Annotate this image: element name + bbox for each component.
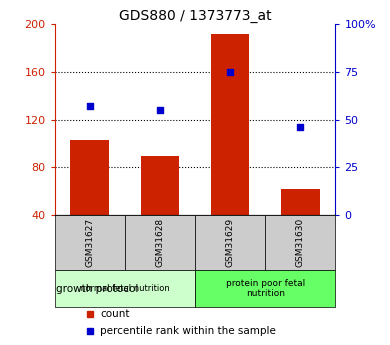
Text: growth protocol: growth protocol — [56, 284, 138, 294]
Bar — [211, 34, 250, 215]
Bar — [265, 215, 335, 270]
Text: normal fetal nutrition: normal fetal nutrition — [80, 284, 170, 293]
Point — [297, 125, 303, 130]
Point — [87, 104, 93, 109]
Text: count: count — [100, 309, 130, 319]
Bar — [195, 270, 335, 307]
Bar — [125, 215, 195, 270]
Bar — [55, 215, 125, 270]
Text: GSM31627: GSM31627 — [85, 218, 94, 267]
Bar — [281, 189, 320, 215]
Point — [227, 69, 233, 75]
Text: percentile rank within the sample: percentile rank within the sample — [100, 326, 276, 336]
Text: GSM31628: GSM31628 — [155, 218, 165, 267]
Text: GSM31629: GSM31629 — [225, 218, 235, 267]
Bar — [55, 270, 195, 307]
Text: GSM31630: GSM31630 — [296, 218, 305, 267]
Bar — [71, 140, 109, 215]
Title: GDS880 / 1373773_at: GDS880 / 1373773_at — [119, 9, 271, 23]
Bar — [195, 215, 265, 270]
Bar — [140, 156, 179, 215]
Point — [157, 107, 163, 113]
Text: protein poor fetal
nutrition: protein poor fetal nutrition — [225, 279, 305, 298]
